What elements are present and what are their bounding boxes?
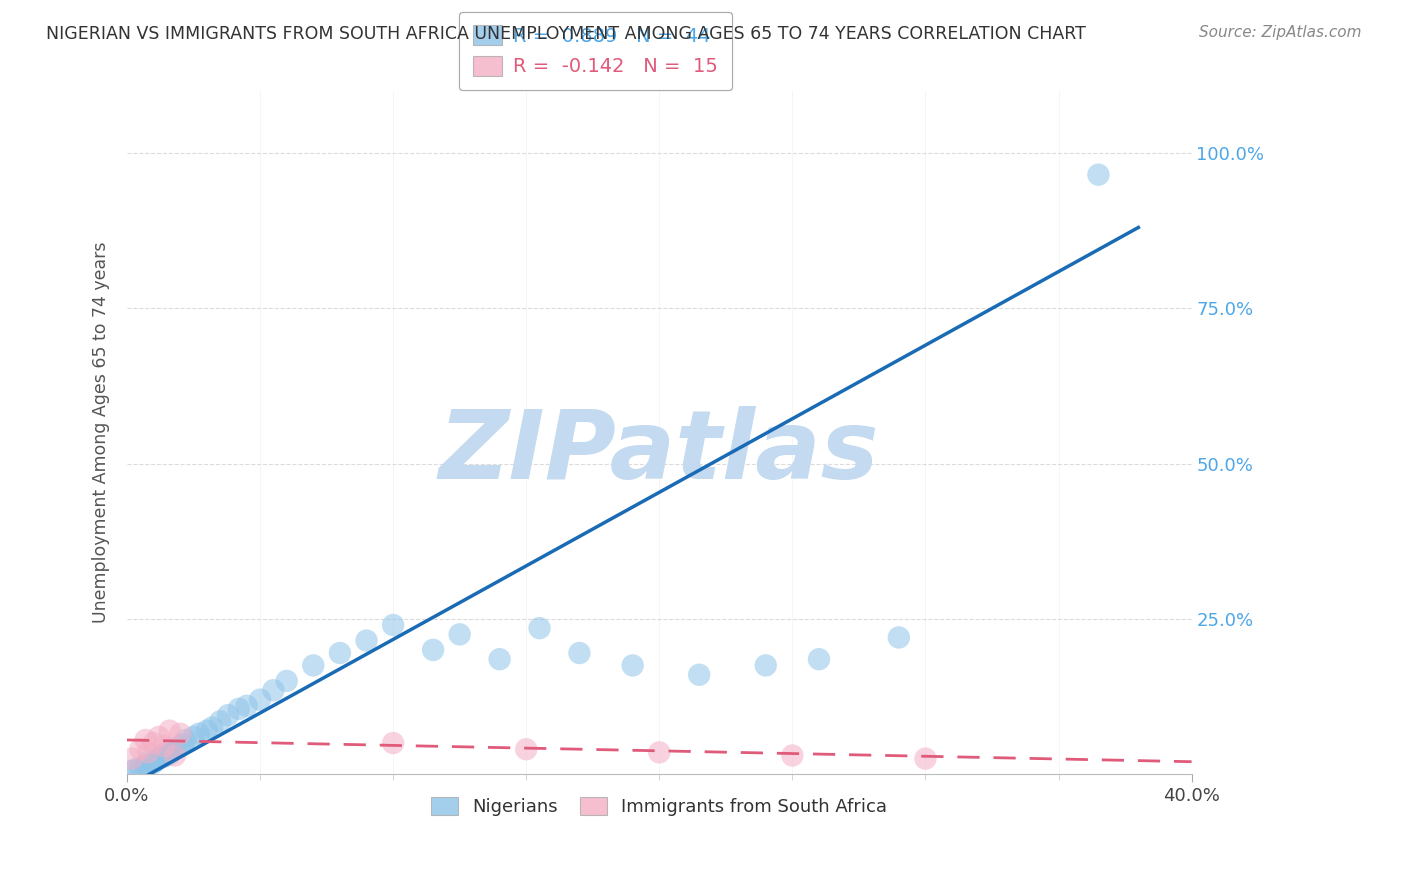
Point: [142, 756, 165, 770]
Point: [422, 643, 444, 657]
Point: [136, 755, 159, 769]
Point: [172, 737, 194, 751]
Point: [153, 739, 176, 754]
Point: [887, 631, 910, 645]
Point: [135, 759, 157, 773]
Point: [187, 727, 209, 741]
Point: [356, 633, 378, 648]
Point: [515, 742, 537, 756]
Point: [169, 727, 191, 741]
Text: NIGERIAN VS IMMIGRANTS FROM SOUTH AFRICA UNEMPLOYMENT AMONG AGES 65 TO 74 YEARS : NIGERIAN VS IMMIGRANTS FROM SOUTH AFRICA…: [46, 25, 1087, 43]
Point: [121, 764, 143, 778]
Point: [148, 751, 170, 765]
Point: [153, 749, 176, 764]
Point: [150, 748, 173, 763]
Point: [807, 652, 830, 666]
Point: [129, 761, 152, 775]
Point: [488, 652, 510, 666]
Point: [621, 658, 644, 673]
Point: [782, 748, 804, 763]
Point: [648, 745, 671, 759]
Point: [209, 714, 232, 729]
Point: [329, 646, 352, 660]
Point: [914, 751, 936, 765]
Point: [568, 646, 591, 660]
Point: [688, 667, 710, 681]
Point: [142, 736, 165, 750]
Point: [129, 742, 152, 756]
Point: [148, 730, 170, 744]
Point: [1087, 168, 1109, 182]
Point: [302, 658, 325, 673]
Point: [276, 673, 298, 688]
Point: [135, 733, 157, 747]
Text: ZIPatlas: ZIPatlas: [439, 407, 880, 500]
Point: [449, 627, 471, 641]
Point: [201, 721, 224, 735]
Point: [382, 618, 405, 632]
Point: [755, 658, 778, 673]
Point: [249, 692, 271, 706]
Point: [124, 762, 146, 776]
Point: [136, 757, 159, 772]
Point: [163, 748, 186, 763]
Point: [159, 723, 181, 738]
Point: [145, 754, 167, 768]
Point: [163, 742, 186, 756]
Point: [382, 736, 405, 750]
Point: [121, 751, 143, 765]
Point: [529, 621, 551, 635]
Point: [162, 743, 184, 757]
Legend: Nigerians, Immigrants from South Africa: Nigerians, Immigrants from South Africa: [423, 789, 894, 823]
Point: [136, 745, 159, 759]
Point: [159, 747, 181, 762]
Y-axis label: Unemployment Among Ages 65 to 74 years: Unemployment Among Ages 65 to 74 years: [93, 242, 110, 624]
Text: Source: ZipAtlas.com: Source: ZipAtlas.com: [1198, 25, 1361, 40]
Point: [183, 730, 205, 744]
Point: [174, 733, 197, 747]
Point: [228, 702, 250, 716]
Point: [169, 739, 191, 754]
Point: [195, 723, 218, 738]
Point: [217, 708, 239, 723]
Point: [262, 683, 284, 698]
Point: [236, 698, 259, 713]
Point: [156, 745, 179, 759]
